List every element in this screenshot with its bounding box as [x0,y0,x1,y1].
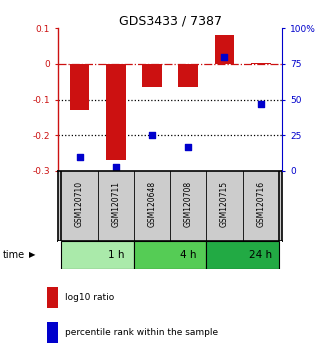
Text: GSM120716: GSM120716 [256,181,265,227]
Text: GSM120708: GSM120708 [184,181,193,227]
Text: percentile rank within the sample: percentile rank within the sample [65,328,219,337]
Text: GSM120648: GSM120648 [148,181,157,227]
Text: time: time [3,250,25,260]
Text: 1 h: 1 h [108,250,124,260]
Text: 24 h: 24 h [249,250,272,260]
Text: log10 ratio: log10 ratio [65,293,115,302]
Bar [70,64,90,110]
Text: ▶: ▶ [29,250,35,259]
Text: GSM120711: GSM120711 [111,181,120,227]
Bar [134,240,206,269]
Point [150,132,155,138]
Bar [251,63,271,64]
Point [113,164,118,170]
Bar [106,64,126,160]
Bar [206,240,279,269]
Title: GDS3433 / 7387: GDS3433 / 7387 [119,14,221,27]
Point [222,54,227,60]
Text: 4 h: 4 h [180,250,196,260]
Text: GSM120710: GSM120710 [75,181,84,227]
Bar [142,64,162,87]
Bar [178,64,198,87]
Point [77,154,82,159]
Bar [47,322,58,343]
Text: GSM120715: GSM120715 [220,181,229,227]
Bar [61,240,134,269]
Point [258,101,263,107]
Bar [47,287,58,308]
Point [186,144,191,149]
Bar [214,35,234,64]
